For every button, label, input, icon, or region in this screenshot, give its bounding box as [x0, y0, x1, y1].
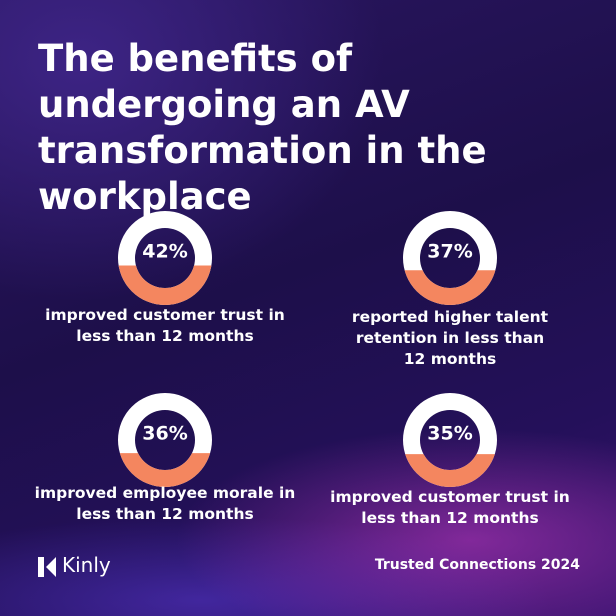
ring-fill — [404, 270, 496, 305]
title: The benefits of undergoing an AV transfo… — [38, 37, 487, 218]
stat-caption: improved employee morale in less than 12… — [34, 484, 296, 523]
ring-fill — [405, 454, 495, 487]
stat-caption: improved customer trust in less than 12 … — [330, 488, 570, 527]
brand: Kinly — [62, 553, 111, 577]
stat-value: 42% — [142, 241, 187, 263]
stat-caption: reported higher talent retention in less… — [351, 308, 549, 368]
stat-value: 37% — [427, 241, 472, 263]
ring-fill — [118, 265, 212, 305]
stat-caption: improved customer trust in less than 12 … — [45, 306, 285, 345]
footer: Trusted Connections 2024 — [374, 557, 580, 573]
stat-value: 35% — [427, 423, 472, 445]
ring-fill — [119, 453, 211, 487]
stat-value: 36% — [142, 423, 187, 445]
